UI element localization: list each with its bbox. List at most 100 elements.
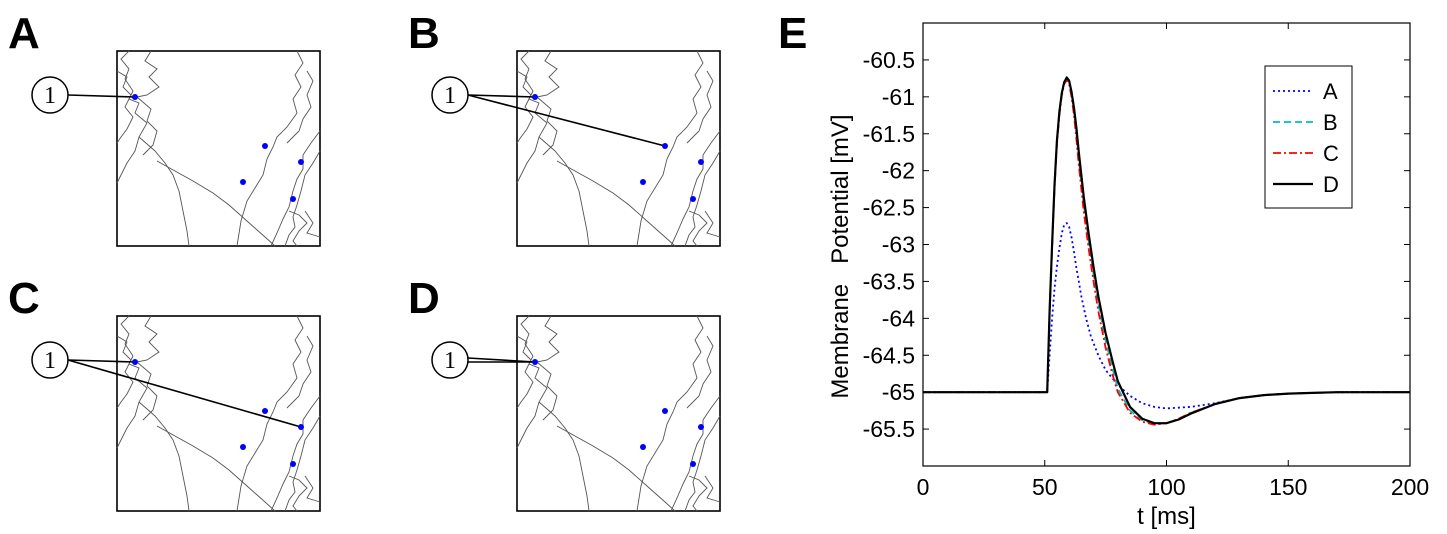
dendrite — [284, 150, 321, 247]
dendrite — [686, 70, 714, 144]
dendrite — [556, 160, 676, 247]
node-label: 1 — [44, 83, 56, 109]
dendrite — [684, 415, 721, 512]
node-label: 1 — [444, 83, 456, 109]
dendrite — [286, 70, 314, 144]
y-tick-label: -62 — [882, 158, 915, 184]
dendrite — [138, 401, 190, 512]
dendrite — [136, 96, 158, 156]
y-tick-label: -65 — [882, 379, 915, 405]
y-tick-label: -63.5 — [863, 268, 915, 294]
node-circle — [31, 76, 69, 114]
dendrite — [670, 395, 721, 512]
dendrite — [516, 315, 548, 449]
panel-d: D1 — [408, 274, 721, 512]
neuron-dot — [290, 461, 296, 467]
dendrite — [538, 136, 590, 247]
dendrite — [538, 401, 590, 512]
legend-label-d: D — [1323, 172, 1339, 197]
dendrite — [304, 210, 321, 238]
node-circle — [431, 341, 469, 379]
neuron-dot — [640, 444, 646, 450]
y-tick-label: -64 — [882, 305, 915, 331]
legend-label-b: B — [1323, 110, 1338, 135]
neuron-dot — [298, 424, 304, 430]
dendrite — [516, 70, 534, 144]
dendrite — [686, 335, 714, 409]
dendrite — [270, 130, 321, 247]
dendrite — [636, 50, 704, 247]
connection-line — [67, 94, 136, 98]
connection-line — [67, 359, 136, 363]
panel-label: B — [408, 9, 440, 58]
y-axis-label: Membrane Potential [mV] — [827, 114, 854, 398]
dendrite — [156, 425, 276, 512]
neuron-dot — [132, 359, 138, 365]
dendrite — [670, 130, 721, 247]
axis-ticks: 0 50 100 150 200 -60.5 -61 -61.5 -62 -62.5 -63 -63.… — [863, 23, 1429, 500]
y-tick-label: -60.5 — [863, 47, 915, 73]
dendrite — [688, 475, 708, 512]
dendrite — [536, 96, 558, 156]
node-circle — [31, 341, 69, 379]
neuron-dot — [698, 424, 704, 430]
dendrite — [116, 50, 148, 184]
x-tick-label: 100 — [1147, 474, 1185, 500]
x-tick-label: 0 — [917, 474, 930, 500]
y-tick-label: -62.5 — [863, 195, 915, 221]
dendrite — [688, 210, 708, 247]
neuron-dot — [698, 159, 704, 165]
connection-line — [467, 94, 666, 147]
dendrite-tree — [516, 50, 721, 247]
neuron-dot — [662, 143, 668, 149]
panel-b: B1 — [408, 9, 721, 247]
dendrite — [516, 335, 534, 409]
neuron-dot — [262, 143, 268, 149]
dendrite-tree — [116, 315, 321, 512]
y-tick-label: -63 — [882, 232, 915, 258]
neuron-dot — [532, 94, 538, 100]
x-tick-label: 150 — [1269, 474, 1307, 500]
dendrite-tree — [116, 50, 321, 247]
neuron-dot — [290, 196, 296, 202]
panel-a: A1 — [8, 9, 321, 247]
panel-frame — [516, 315, 721, 512]
dendrite — [156, 160, 276, 247]
neuron-dot — [690, 461, 696, 467]
dendrite — [536, 361, 558, 421]
neuron-dot — [690, 196, 696, 202]
panel-c: C1 — [8, 274, 321, 512]
connection-line — [67, 359, 302, 428]
series-lines — [923, 76, 1410, 426]
dendrite — [516, 50, 548, 184]
legend-label-a: A — [1323, 79, 1338, 104]
dendrite — [704, 475, 721, 503]
x-tick-label: 50 — [1032, 474, 1058, 500]
panel-frame — [116, 315, 321, 512]
dendrite — [270, 395, 321, 512]
neuron-dot — [132, 94, 138, 100]
neuron-dot — [240, 444, 246, 450]
dendrite — [288, 210, 308, 247]
y-tick-label: -61.5 — [863, 121, 915, 147]
membrane-potential-chart: E 0 50 100 150 200 -60.5 -61 -61.5 -62 -62.5 -63 -6… — [778, 9, 1429, 530]
dendrite — [116, 335, 134, 409]
y-tick-label: -61 — [882, 84, 915, 110]
dendrite — [684, 150, 721, 247]
dendrite — [116, 70, 134, 144]
series-line-a — [923, 222, 1410, 410]
dendrite — [136, 50, 160, 98]
neuron-dot — [640, 179, 646, 185]
panel-frame — [516, 50, 721, 247]
dendrite — [304, 475, 321, 503]
x-axis-label: t [ms] — [1137, 503, 1196, 530]
connection-line — [467, 94, 536, 98]
neuron-dot — [298, 159, 304, 165]
panel-label-e: E — [778, 9, 807, 58]
dendrite — [116, 315, 148, 449]
panel-label: A — [8, 9, 40, 58]
dendrite — [636, 315, 704, 512]
dendrite — [286, 335, 314, 409]
